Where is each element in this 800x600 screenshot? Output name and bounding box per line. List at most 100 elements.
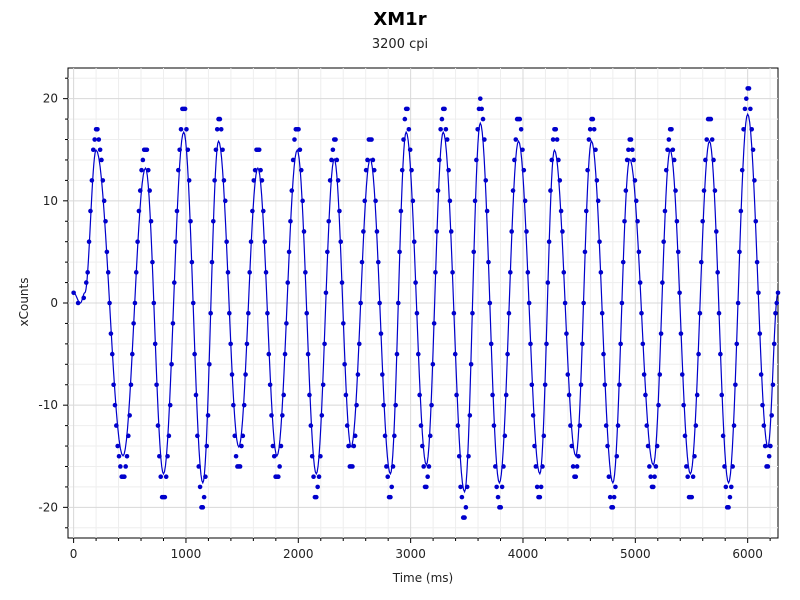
data-point	[433, 270, 438, 275]
data-point	[339, 280, 345, 285]
data-point	[748, 106, 753, 112]
data-point	[405, 106, 410, 112]
data-point	[517, 116, 523, 122]
data-point	[297, 147, 303, 153]
data-point	[540, 464, 545, 469]
data-point	[118, 464, 123, 469]
series-line	[73, 112, 779, 494]
x-tick-label: 6000	[732, 547, 763, 561]
data-point	[619, 300, 625, 306]
data-point	[395, 300, 401, 306]
data-point	[591, 127, 597, 132]
data-point	[326, 218, 332, 224]
data-point	[99, 157, 104, 163]
data-point	[506, 310, 512, 316]
data-point	[344, 423, 350, 428]
data-point	[211, 218, 216, 224]
data-point	[189, 259, 195, 265]
x-tick-label: 5000	[620, 547, 651, 561]
data-point	[176, 167, 181, 173]
data-point	[246, 310, 251, 316]
data-point	[248, 239, 254, 244]
data-point	[494, 484, 499, 490]
data-point	[128, 382, 134, 388]
data-point	[204, 443, 210, 449]
data-point	[185, 147, 191, 153]
axis-layer: 0 1000 2000 3000 4000 5000 6000 -20 -10 0 10 20	[38, 77, 771, 561]
data-point	[502, 433, 508, 439]
data-point	[92, 137, 97, 142]
data-point	[214, 127, 220, 132]
data-point	[719, 392, 725, 398]
data-point	[241, 402, 247, 408]
data-point	[90, 147, 96, 153]
data-point	[587, 127, 593, 132]
data-point	[557, 178, 563, 183]
data-point	[261, 208, 266, 214]
data-point	[301, 229, 307, 234]
data-point	[510, 188, 516, 193]
data-point	[498, 505, 504, 510]
data-point	[618, 341, 623, 347]
data-point	[224, 239, 229, 244]
data-point	[207, 362, 212, 367]
data-point	[564, 331, 569, 336]
series-line-layer	[73, 112, 779, 494]
data-point	[450, 270, 455, 275]
data-point	[694, 392, 700, 398]
data-point	[188, 218, 193, 224]
data-point	[675, 249, 681, 255]
data-point	[95, 127, 100, 132]
data-point	[720, 433, 726, 439]
data-point	[597, 239, 602, 244]
data-point	[100, 178, 106, 183]
data-point	[546, 239, 552, 244]
data-point	[139, 167, 144, 173]
data-point	[309, 453, 315, 459]
data-point	[482, 137, 487, 142]
data-point	[233, 453, 239, 459]
data-point	[358, 300, 363, 306]
data-point	[401, 137, 406, 142]
data-point	[132, 300, 138, 306]
data-point	[251, 178, 257, 183]
data-point	[182, 106, 188, 112]
data-point	[356, 341, 362, 347]
data-point	[653, 464, 659, 469]
data-point	[617, 382, 622, 388]
data-point	[426, 464, 432, 469]
data-point	[375, 259, 381, 265]
data-point	[240, 433, 246, 439]
data-point	[278, 443, 284, 449]
data-point	[282, 351, 288, 357]
data-point	[381, 402, 386, 408]
data-point	[770, 382, 776, 388]
x-tick-label: 0	[70, 547, 78, 561]
data-point	[167, 402, 173, 408]
data-point	[316, 474, 322, 480]
x-axis-label: Time (ms)	[392, 571, 454, 585]
y-axis-label: xCounts	[17, 277, 31, 327]
data-point	[718, 351, 723, 357]
data-point	[692, 453, 697, 459]
data-point	[429, 402, 434, 408]
data-point	[393, 402, 398, 408]
data-point	[352, 433, 358, 439]
data-point	[205, 413, 211, 418]
data-point	[509, 229, 514, 234]
data-point	[130, 351, 135, 357]
chart-title: XM1r	[373, 9, 427, 30]
data-point	[548, 188, 553, 193]
data-point	[541, 433, 547, 439]
data-point	[669, 127, 674, 132]
data-point	[628, 137, 634, 142]
data-point	[503, 392, 509, 398]
x-tick-label: 3000	[395, 547, 426, 561]
data-point	[726, 505, 731, 510]
data-point	[359, 259, 365, 265]
data-point	[322, 341, 327, 347]
data-point	[576, 453, 581, 459]
data-point	[101, 198, 107, 204]
data-point	[549, 157, 555, 163]
data-point	[133, 270, 139, 275]
